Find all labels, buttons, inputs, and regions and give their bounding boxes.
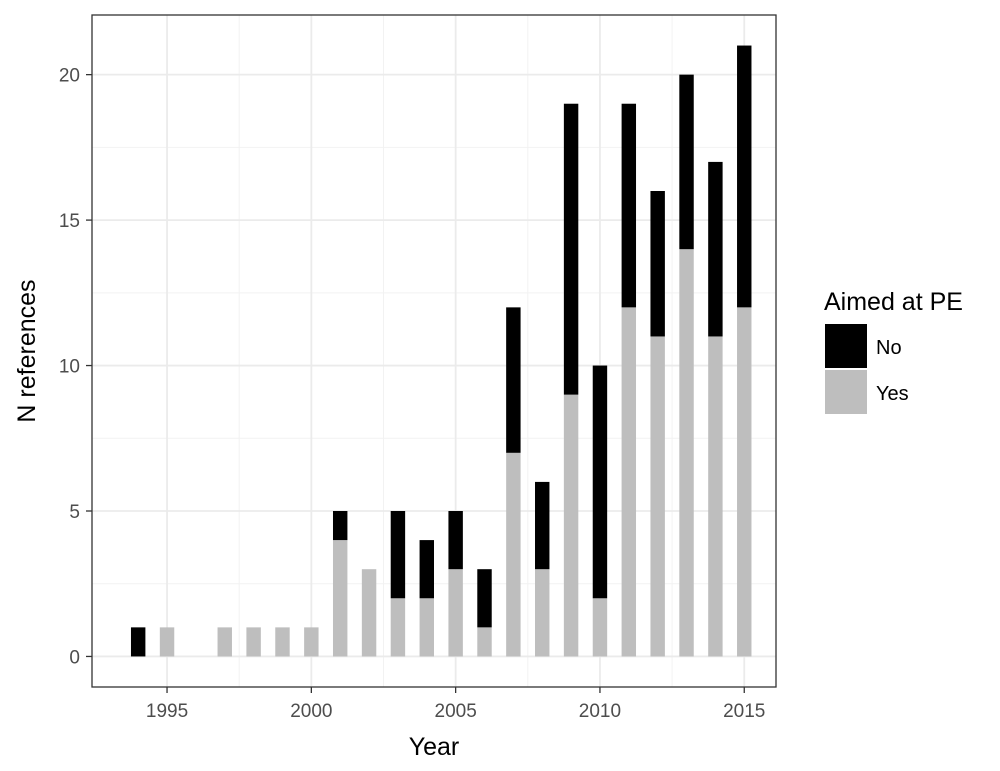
- y-tick-label: 10: [59, 357, 80, 378]
- bar-no-2004: [419, 540, 434, 599]
- bar-yes-1997: [217, 627, 232, 657]
- x-tick-label: 2005: [435, 701, 477, 722]
- bar-yes-2002: [361, 569, 377, 657]
- y-axis-title: N references: [13, 279, 41, 422]
- bar-no-2014: [708, 161, 723, 337]
- bar-no-2010: [592, 365, 608, 599]
- bar-yes-2013: [679, 249, 694, 657]
- legend-key-yes: [825, 370, 867, 414]
- bar-yes-2015: [737, 307, 752, 657]
- bar-no-1994: [130, 627, 146, 657]
- x-axis-title: Year: [409, 733, 460, 761]
- bar-yes-2010: [592, 598, 608, 657]
- legend-key-no: [825, 324, 867, 368]
- bars: [130, 45, 752, 657]
- bar-no-2013: [679, 74, 694, 250]
- x-tick-label: 2000: [290, 701, 332, 722]
- plot-area: [91, 14, 777, 688]
- bar-no-2006: [477, 569, 492, 628]
- bar-no-2009: [563, 103, 579, 395]
- y-axis: 0 5 10 15 20: [59, 66, 92, 668]
- bar-yes-2007: [506, 452, 521, 657]
- bar-no-2011: [621, 103, 637, 308]
- bar-yes-2001: [332, 540, 348, 657]
- bar-yes-1998: [246, 627, 261, 657]
- x-tick-label: 1995: [146, 701, 188, 722]
- bar-yes-1995: [159, 627, 175, 657]
- legend: Aimed at PE No Yes: [824, 288, 963, 414]
- y-tick-label: 0: [69, 647, 80, 668]
- bar-yes-2014: [708, 336, 723, 657]
- bar-no-2012: [650, 191, 665, 337]
- x-axis: 1995 2000 2005 2010 2015: [146, 687, 765, 722]
- legend-label-no: No: [876, 337, 902, 359]
- plot-border: [91, 14, 777, 688]
- y-tick-label: 15: [59, 211, 80, 232]
- bar-no-2005: [448, 511, 463, 570]
- bar-yes-2012: [650, 336, 665, 657]
- bar-yes-2006: [477, 627, 492, 657]
- legend-title: Aimed at PE: [824, 288, 963, 316]
- y-tick-label: 20: [59, 66, 80, 87]
- y-tick-label: 5: [69, 502, 80, 523]
- bar-no-2015: [737, 45, 752, 308]
- bar-no-2001: [332, 511, 348, 541]
- bar-yes-2011: [621, 307, 637, 657]
- legend-label-yes: Yes: [876, 383, 909, 405]
- bar-yes-2008: [535, 569, 550, 657]
- bar-yes-2003: [390, 598, 406, 657]
- bar-yes-2004: [419, 598, 434, 657]
- bar-yes-2005: [448, 569, 463, 657]
- bar-yes-1999: [275, 627, 290, 657]
- bar-yes-2009: [563, 394, 579, 657]
- bar-no-2003: [390, 511, 406, 599]
- x-tick-label: 2015: [723, 701, 765, 722]
- bar-yes-2000: [304, 627, 319, 657]
- x-tick-label: 2010: [579, 701, 621, 722]
- bar-no-2008: [535, 481, 550, 570]
- bar-no-2007: [506, 307, 521, 453]
